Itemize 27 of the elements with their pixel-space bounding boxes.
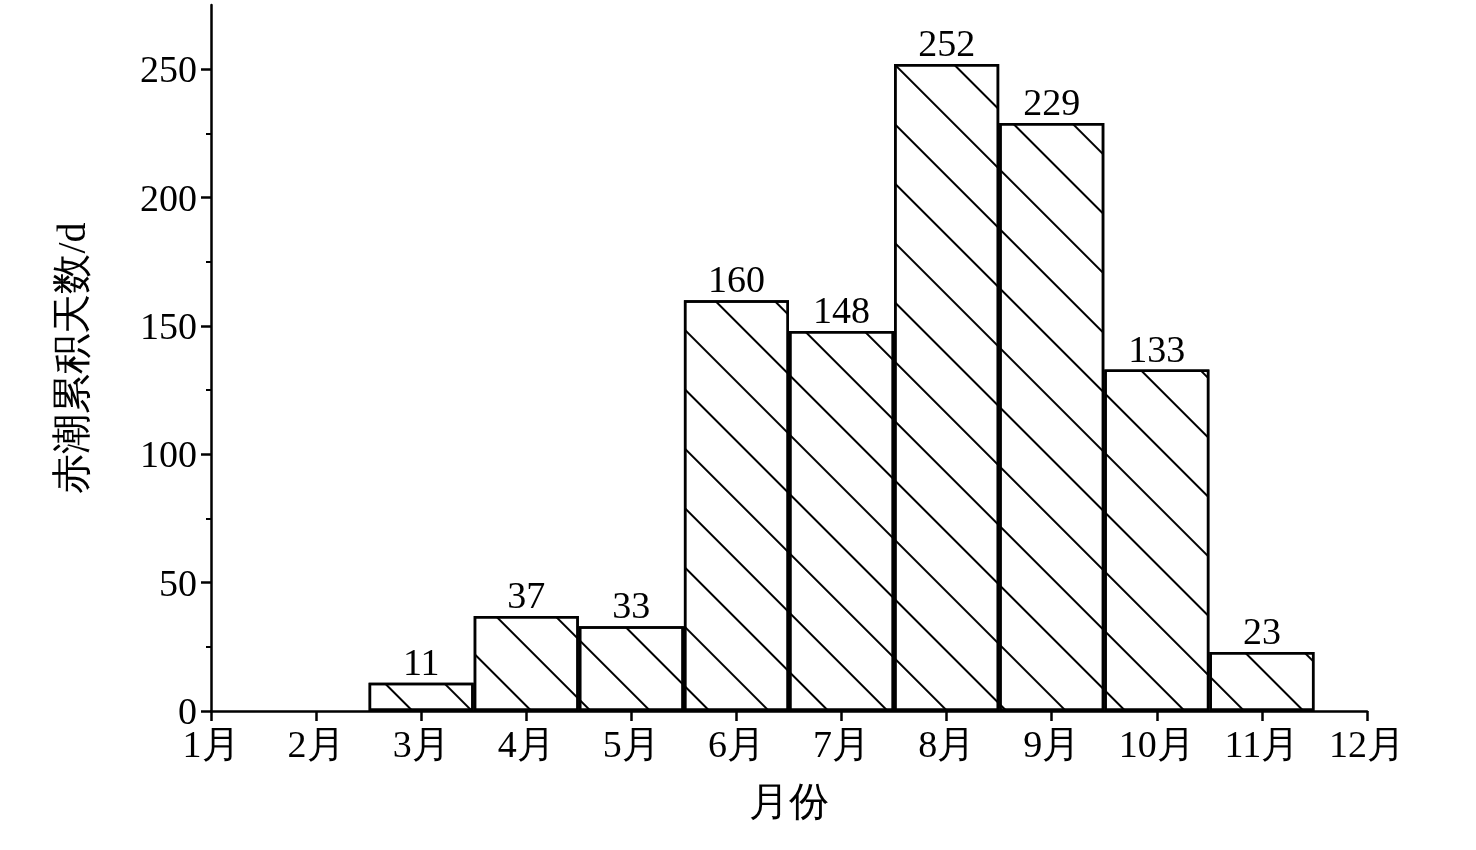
x-tick-label: 7月 xyxy=(813,723,871,765)
x-tick-label: 5月 xyxy=(602,723,660,765)
y-tick-label: 50 xyxy=(159,561,197,604)
x-axis-title: 月份 xyxy=(749,778,829,824)
x-tick-label: 8月 xyxy=(918,723,976,765)
data-label: 23 xyxy=(1242,609,1281,652)
x-tick-label: 10月 xyxy=(1118,723,1195,765)
y-tick-label: 150 xyxy=(140,304,197,347)
x-tick-label: 11月 xyxy=(1224,723,1300,765)
x-tick-label: 6月 xyxy=(707,723,765,765)
x-tick-label: 9月 xyxy=(1023,723,1081,765)
y-tick-label: 100 xyxy=(140,433,197,476)
data-label: 33 xyxy=(612,584,651,627)
data-label: 252 xyxy=(918,22,976,65)
data-label: 148 xyxy=(813,289,871,332)
x-tick-label: 3月 xyxy=(392,723,450,765)
data-label: 160 xyxy=(707,258,765,301)
y-axis-title: 赤潮累积天数/d xyxy=(48,222,94,494)
x-tick-label: 2月 xyxy=(287,723,345,765)
y-tick-label: 250 xyxy=(140,48,197,91)
x-tick-label: 12月 xyxy=(1329,723,1405,765)
data-label: 37 xyxy=(507,574,546,617)
x-tick-label: 4月 xyxy=(497,723,555,765)
data-label: 133 xyxy=(1128,327,1186,370)
data-label: 11 xyxy=(402,640,440,683)
y-tick-label: 200 xyxy=(140,176,197,219)
data-label: 229 xyxy=(1023,81,1081,124)
